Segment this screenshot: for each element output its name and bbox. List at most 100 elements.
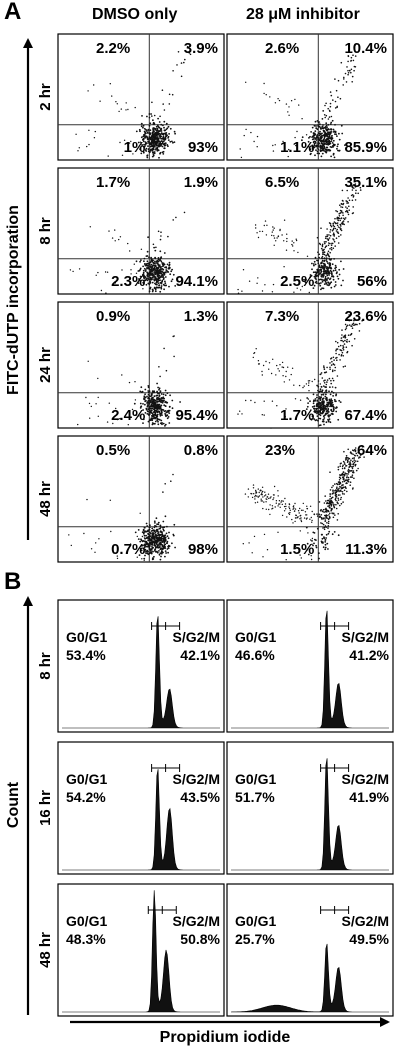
sg2m-percent: 42.1% — [180, 647, 220, 663]
plot-frame — [57, 167, 225, 295]
scatter-points — [237, 177, 362, 294]
quadrant-upper-right-value: 23.6% — [344, 308, 387, 325]
histogram-plot: G0/G1 S/G2/M 53.4% 42.1% — [57, 599, 225, 733]
quadrant-upper-right-value: 10.4% — [344, 40, 387, 57]
g0g1-percent: 51.7% — [235, 789, 275, 805]
quadrant-lower-left-value: 2.3% — [111, 273, 145, 290]
scatter-points — [237, 314, 363, 429]
quadrant-lower-left-value: 1.1% — [280, 139, 314, 156]
plot-frame — [226, 741, 394, 875]
quadrant-upper-left-value: 6.5% — [265, 174, 299, 191]
sg2m-percent: 50.8% — [180, 931, 220, 947]
g0g1-percent: 53.4% — [66, 647, 106, 663]
quadrant-lower-left-value: 0.7% — [111, 541, 145, 558]
plot-frame — [57, 33, 225, 161]
quadrant-upper-left-value: 7.3% — [265, 308, 299, 325]
flow-plot: 2.6% 10.4% 1.1% 85.9% — [226, 33, 394, 161]
gate-label-g0g1: G0/G1 — [66, 913, 107, 929]
quadrant-lower-right-value: 56% — [357, 273, 387, 290]
quadrant-lower-right-value: 95.4% — [175, 407, 218, 424]
plot-frame — [57, 883, 225, 1017]
scatter-points — [239, 44, 357, 159]
gate-label-g0g1: G0/G1 — [66, 771, 107, 787]
histogram-fill — [62, 890, 220, 1013]
panel-b-plots: G0/G1 S/G2/M 53.4% 42.1% G0/G1 S/G2/M 46.6% 41.… — [37, 599, 394, 1017]
gate-label-sg2m: S/G2/M — [342, 771, 389, 787]
quadrant-upper-left-value: 0.5% — [96, 442, 130, 459]
flow-plot: 23% 64% 1.5% 11.3% — [226, 435, 394, 563]
quadrant-upper-left-value: 1.7% — [96, 174, 130, 191]
gate-label-sg2m: S/G2/M — [342, 629, 389, 645]
row-time-label: 48 hr — [37, 481, 54, 517]
histogram-fill — [62, 616, 220, 729]
quadrant-lower-left-value: 2.4% — [111, 407, 145, 424]
row-time-label: 8 hr — [37, 652, 54, 680]
row-time-label: 2 hr — [37, 83, 54, 111]
flow-plot: 7.3% 23.6% 1.7% 67.4% — [226, 301, 394, 429]
histogram-plot: G0/G1 S/G2/M 25.7% 49.5% — [226, 883, 394, 1017]
plot-frame — [226, 301, 394, 429]
flow-plot: 0.5% 0.8% 0.7% 98% — [57, 435, 225, 563]
gate-label-g0g1: G0/G1 — [235, 913, 276, 929]
column-header-dmso: DMSO only — [92, 6, 178, 23]
quadrant-upper-right-value: 1.3% — [184, 308, 218, 325]
row-time-label: 24 hr — [37, 347, 54, 383]
flow-plot: 1.7% 1.9% 2.3% 94.1% — [57, 167, 225, 295]
plot-frame — [57, 599, 225, 733]
panel-a-plots: 2.2% 3.9% 1% 93% 2.6% 10.4% 1.1% 85.9% 2 hr 1.7% 1… — [37, 33, 394, 563]
gate-label-g0g1: G0/G1 — [66, 629, 107, 645]
gate-label-sg2m: S/G2/M — [173, 913, 220, 929]
plot-frame — [226, 599, 394, 733]
plot-frame — [226, 167, 394, 295]
quadrant-lower-left-value: 2.5% — [280, 273, 314, 290]
row-time-label: 16 hr — [37, 790, 54, 826]
scatter-points — [242, 446, 369, 561]
gate-label-g0g1: G0/G1 — [235, 629, 276, 645]
scatter-points — [68, 473, 177, 561]
quadrant-upper-right-value: 3.9% — [184, 40, 218, 57]
quadrant-lower-right-value: 93% — [188, 139, 218, 156]
y-axis-label-a: FITC-dUTP incorporation — [5, 205, 22, 395]
panel-b-letter: B — [4, 568, 22, 595]
histogram-fill — [231, 758, 389, 871]
quadrant-upper-left-value: 0.9% — [96, 308, 130, 325]
quadrant-upper-right-value: 35.1% — [344, 174, 387, 191]
gate-label-sg2m: S/G2/M — [342, 913, 389, 929]
scatter-points — [77, 335, 182, 427]
histogram-plot: G0/G1 S/G2/M 54.2% 43.5% — [57, 741, 225, 875]
quadrant-lower-right-value: 67.4% — [344, 407, 387, 424]
column-header-inhibitor: 28 μM inhibitor — [246, 6, 360, 23]
quadrant-lower-left-value: 1% — [124, 139, 146, 156]
quadrant-upper-right-value: 64% — [357, 442, 387, 459]
flow-plot: 2.2% 3.9% 1% 93% — [57, 33, 225, 161]
quadrant-lower-left-value: 1.5% — [280, 541, 314, 558]
plot-frame — [226, 883, 394, 1017]
plot-frame — [57, 741, 225, 875]
sg2m-percent: 49.5% — [349, 931, 389, 947]
quadrant-upper-left-value: 23% — [265, 442, 295, 459]
quadrant-upper-left-value: 2.6% — [265, 40, 299, 57]
quadrant-upper-right-value: 1.9% — [184, 174, 218, 191]
scatter-points — [69, 211, 186, 294]
quadrant-lower-right-value: 85.9% — [344, 139, 387, 156]
scatter-points — [75, 45, 192, 159]
row-time-label: 48 hr — [37, 932, 54, 968]
g0g1-percent: 48.3% — [66, 931, 106, 947]
g0g1-percent: 46.6% — [235, 647, 275, 663]
histogram-plot: G0/G1 S/G2/M 46.6% 41.2% — [226, 599, 394, 733]
y-axis-label-b: Count — [5, 781, 22, 828]
row-time-label: 8 hr — [37, 217, 54, 245]
histogram-fill — [230, 943, 389, 1013]
flow-plot: 0.9% 1.3% 2.4% 95.4% — [57, 301, 225, 429]
g0g1-percent: 54.2% — [66, 789, 106, 805]
quadrant-lower-right-value: 98% — [188, 541, 218, 558]
flow-plot: 6.5% 35.1% 2.5% 56% — [226, 167, 394, 295]
gate-label-sg2m: S/G2/M — [173, 629, 220, 645]
quadrant-upper-left-value: 2.2% — [96, 40, 130, 57]
histogram-plot: G0/G1 S/G2/M 51.7% 41.9% — [226, 741, 394, 875]
quadrant-lower-right-value: 11.3% — [345, 541, 387, 558]
g0g1-percent: 25.7% — [235, 931, 275, 947]
quadrant-upper-right-value: 0.8% — [184, 442, 218, 459]
histogram-fill — [231, 610, 389, 729]
